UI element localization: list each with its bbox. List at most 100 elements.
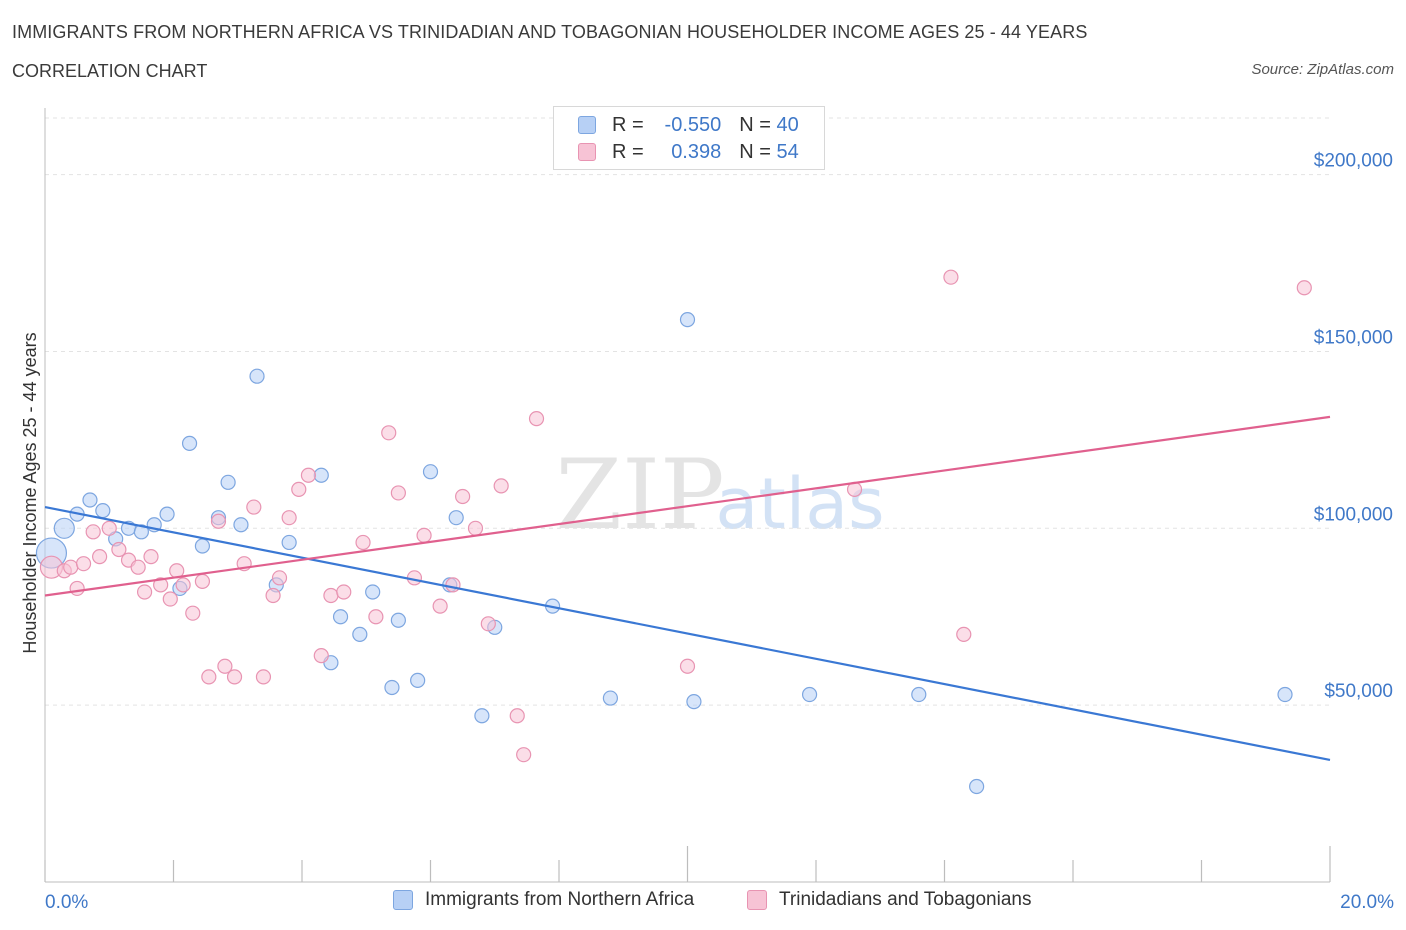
x-tick-label: 0.0% (45, 892, 88, 913)
series-legend: Immigrants from Northern Africa Trinidad… (0, 889, 1406, 915)
point-trinidadian (509, 708, 525, 724)
point-trinidadian (516, 747, 532, 763)
legend-label-northern-africa: Immigrants from Northern Africa (425, 889, 695, 910)
point-trinidadian (153, 577, 169, 593)
point-northern-africa (365, 584, 381, 600)
point-trinidadian (111, 541, 127, 558)
point-northern-africa (82, 492, 98, 508)
point-trinidadian (432, 598, 448, 614)
legend-r-label: R = (612, 113, 644, 136)
point-trinidadian (246, 499, 262, 515)
legend-r-label: R = (612, 140, 644, 163)
point-trinidadian (75, 556, 92, 572)
legend-swatch-pink (747, 890, 767, 910)
point-trinidadian (291, 481, 307, 497)
legend-swatch-pink (578, 143, 596, 161)
point-northern-africa (159, 506, 175, 522)
legend-item-trinidadians: Trinidadians and Tobagonians (747, 889, 1031, 911)
point-northern-africa (384, 679, 400, 696)
point-northern-africa (474, 708, 490, 724)
point-northern-africa (911, 686, 927, 703)
y-axis-label: Householder Income Ages 25 - 44 years (20, 332, 40, 653)
data-points (35, 269, 1312, 795)
legend-row-blue: R = -0.550 N = 40 (578, 112, 799, 138)
point-trinidadian (416, 527, 432, 543)
point-trinidadian (313, 648, 329, 664)
point-trinidadian (281, 510, 297, 526)
point-northern-africa (95, 503, 111, 519)
point-trinidadian (323, 587, 339, 604)
correlation-legend: R = -0.550 N = 40 R = 0.398 N = 54 (553, 106, 825, 170)
point-northern-africa (390, 612, 406, 628)
point-trinidadian (92, 548, 108, 565)
point-trinidadian (355, 534, 371, 551)
source-label: Source: ZipAtlas.com (1251, 61, 1394, 78)
point-trinidadian (130, 559, 146, 575)
point-trinidadian (455, 488, 471, 505)
point-trinidadian (69, 580, 85, 597)
point-northern-africa (233, 517, 249, 533)
legend-r-value: -0.550 (664, 113, 722, 136)
point-trinidadian (194, 573, 211, 589)
grid (45, 117, 1330, 706)
point-northern-africa (332, 609, 349, 625)
point-trinidadian (217, 658, 233, 674)
point-northern-africa (801, 686, 818, 703)
trend-line-northern-africa (44, 505, 1331, 762)
legend-row-pink: R = 0.398 N = 54 (578, 139, 799, 165)
point-trinidadian (210, 513, 227, 529)
point-trinidadian (85, 524, 101, 540)
point-trinidadian (185, 605, 201, 621)
point-trinidadian (956, 626, 972, 643)
point-northern-africa (448, 510, 464, 526)
legend-n-value: 40 (776, 113, 799, 136)
point-northern-africa (410, 672, 426, 688)
point-trinidadian (368, 609, 384, 625)
point-northern-africa (352, 626, 368, 643)
chart-title: IMMIGRANTS FROM NORTHERN AFRICA VS TRINI… (12, 22, 1088, 42)
watermark-zip: ZIP (555, 439, 724, 551)
legend-label-trinidadians: Trinidadians and Tobagonians (779, 889, 1032, 910)
point-trinidadian (493, 478, 509, 494)
y-tick-label: $100,000 (1314, 504, 1393, 525)
point-trinidadian (271, 570, 288, 586)
legend-n-label: N = (739, 140, 771, 163)
point-trinidadian (101, 520, 117, 536)
point-trinidadian (390, 485, 406, 501)
x-tick-label: 20.0% (1340, 892, 1394, 913)
axes (44, 108, 1331, 883)
trend-lines (44, 415, 1331, 762)
point-trinidadian (381, 425, 397, 441)
point-northern-africa (422, 464, 439, 480)
point-northern-africa (686, 694, 702, 710)
point-trinidadian (162, 591, 178, 607)
point-northern-africa (194, 538, 211, 554)
trend-line-trinidadian (44, 415, 1331, 597)
legend-item-northern-africa: Immigrants from Northern Africa (393, 889, 694, 911)
y-tick-label: $150,000 (1314, 327, 1393, 348)
point-northern-africa (602, 690, 619, 706)
point-northern-africa (679, 312, 696, 328)
point-trinidadian (63, 559, 79, 575)
chart-subtitle: CORRELATION CHART (12, 61, 208, 81)
point-trinidadian (467, 520, 484, 536)
point-trinidadian (175, 577, 191, 593)
point-northern-africa (969, 778, 985, 795)
point-trinidadian (445, 577, 461, 593)
point-northern-africa (181, 435, 198, 452)
watermark-atlas: atlas (715, 463, 884, 545)
legend-r-value: 0.398 (671, 140, 722, 163)
watermark: ZIP atlas (555, 439, 884, 551)
point-trinidadian (336, 584, 352, 600)
point-trinidadian (1296, 280, 1312, 296)
y-tick-label: $200,000 (1314, 151, 1393, 172)
legend-swatch-blue (393, 890, 413, 910)
point-northern-africa (249, 368, 265, 384)
legend-n-value: 54 (776, 140, 799, 163)
point-trinidadian (226, 669, 243, 685)
point-trinidadian (201, 669, 217, 685)
point-trinidadian (265, 587, 281, 604)
point-trinidadian (679, 658, 696, 674)
tick-labels: $50,000 $100,000 $150,000 $200,000 0.0% 20.0% (45, 151, 1394, 913)
point-trinidadian (943, 269, 959, 285)
